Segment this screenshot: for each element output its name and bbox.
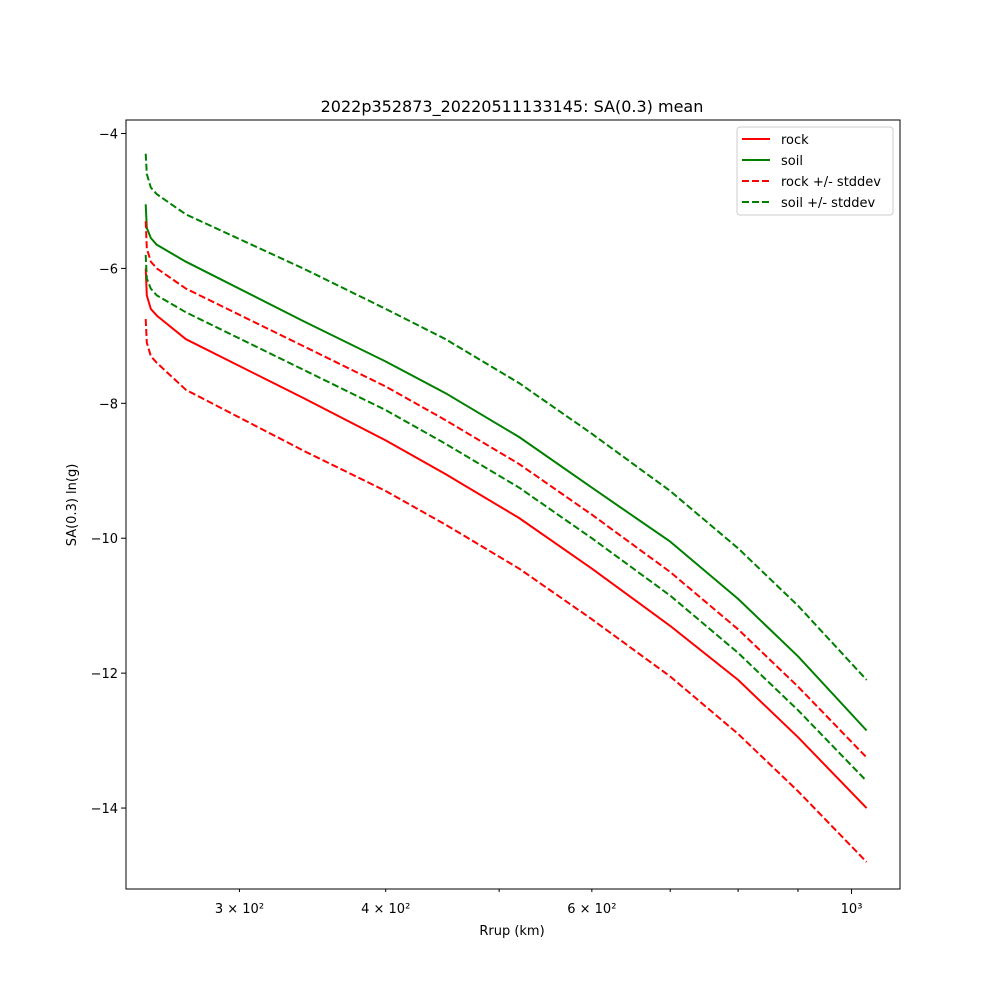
plot-frame: [125, 119, 901, 890]
x-major-tick-label-0: 10³: [841, 902, 863, 917]
series-line-0: [144, 268, 868, 809]
legend-label-1: soil: [781, 154, 803, 169]
x-axis-label: Rrup (km): [479, 924, 544, 939]
axis-ticks: −4 −6 −8 −10 −12 −14 10³ 3 × 10² 4 × 10² 6 × 10²: [91, 127, 863, 917]
x-minor-tick-label-1: 4 × 10²: [361, 902, 410, 917]
series-line-5: [144, 254, 868, 782]
y-tick-label-1: −6: [99, 262, 118, 277]
chart-title: 2022p352873_20220511133145: SA(0.3) mean: [321, 97, 704, 117]
legend-label-3: soil +/- stddev: [781, 196, 876, 211]
legend-label-2: rock +/- stddev: [781, 175, 881, 190]
y-tick-label-3: −10: [91, 532, 118, 547]
y-tick-label-2: −8: [99, 397, 118, 412]
legend-label-0: rock: [781, 133, 809, 148]
series-lines: [144, 153, 868, 863]
x-minor-tick-label-0: 3 × 10²: [215, 902, 264, 917]
y-tick-label-0: −4: [99, 127, 118, 142]
y-axis-label: SA(0.3) ln(g): [65, 464, 80, 547]
series-line-4: [144, 153, 868, 681]
legend: rock soil rock +/- stddev soil +/- stddev: [736, 126, 894, 216]
y-tick-label-4: −12: [91, 667, 118, 682]
x-minor-tick-label-2: 6 × 10²: [567, 902, 616, 917]
series-line-2: [144, 221, 868, 759]
series-line-1: [144, 204, 868, 732]
y-tick-label-5: −14: [91, 802, 118, 817]
legend-box: [736, 126, 894, 216]
series-line-3: [144, 318, 868, 863]
